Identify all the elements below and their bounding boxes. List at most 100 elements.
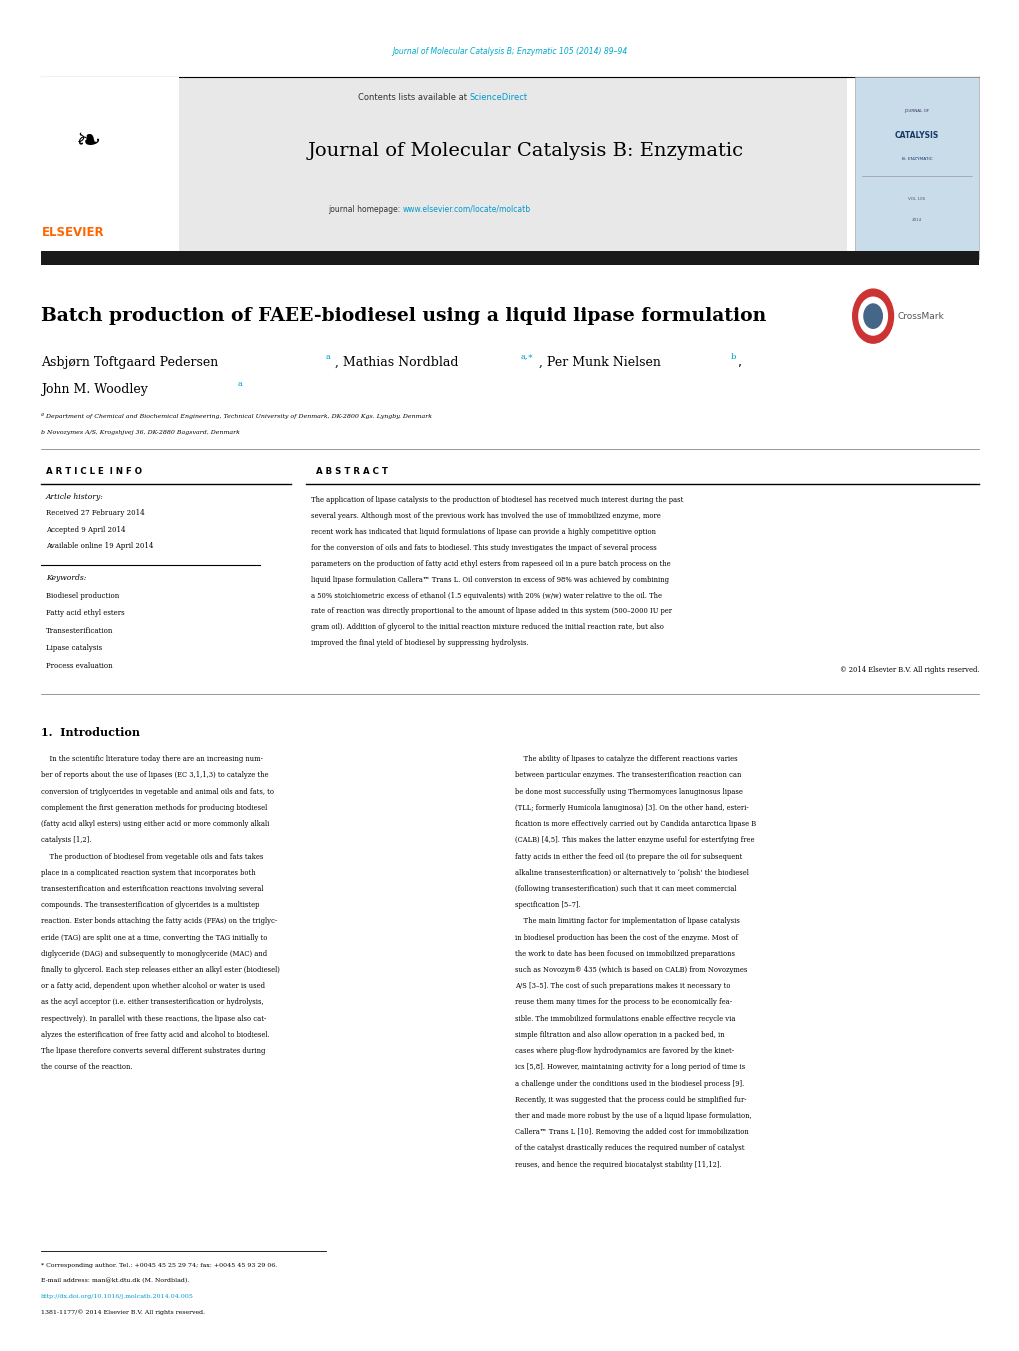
Text: between particular enzymes. The transesterification reaction can: between particular enzymes. The transest… <box>515 771 741 780</box>
Text: John M. Woodley: John M. Woodley <box>41 382 148 396</box>
Text: reaction. Ester bonds attaching the fatty acids (FFAs) on the triglyc-: reaction. Ester bonds attaching the fatt… <box>41 917 276 925</box>
Text: Process evaluation: Process evaluation <box>46 662 112 670</box>
Text: ther and made more robust by the use of a liquid lipase formulation,: ther and made more robust by the use of … <box>515 1112 751 1120</box>
Text: , Per Munk Nielsen: , Per Munk Nielsen <box>538 355 659 369</box>
Text: several years. Although most of the previous work has involved the use of immobi: several years. Although most of the prev… <box>311 512 660 520</box>
Text: The lipase therefore converts several different substrates during: The lipase therefore converts several di… <box>41 1047 265 1055</box>
Text: reuses, and hence the required biocatalyst stability [11,12].: reuses, and hence the required biocataly… <box>515 1161 721 1169</box>
Text: diglyceride (DAG) and subsequently to monoglyceride (MAC) and: diglyceride (DAG) and subsequently to mo… <box>41 950 267 958</box>
Text: compounds. The transesterification of glycerides is a multistep: compounds. The transesterification of gl… <box>41 901 259 909</box>
Text: Callera™ Trans L [10]. Removing the added cost for immobilization: Callera™ Trans L [10]. Removing the adde… <box>515 1128 748 1136</box>
Text: or a fatty acid, dependent upon whether alcohol or water is used: or a fatty acid, dependent upon whether … <box>41 982 265 990</box>
Text: Article history:: Article history: <box>46 493 104 501</box>
Text: recent work has indicated that liquid formulations of lipase can provide a highl: recent work has indicated that liquid fo… <box>311 528 655 536</box>
Text: Received 27 February 2014: Received 27 February 2014 <box>46 509 145 517</box>
Text: Biodiesel production: Biodiesel production <box>46 592 119 600</box>
Text: 2014: 2014 <box>911 219 921 222</box>
Circle shape <box>852 289 893 343</box>
Text: (TLL; formerly Humicola lanuginosa) [3]. On the other hand, esteri-: (TLL; formerly Humicola lanuginosa) [3].… <box>515 804 748 812</box>
Text: Keywords:: Keywords: <box>46 574 87 582</box>
Text: © 2014 Elsevier B.V. All rights reserved.: © 2014 Elsevier B.V. All rights reserved… <box>839 666 978 674</box>
Text: Fatty acid ethyl esters: Fatty acid ethyl esters <box>46 609 124 617</box>
Text: Accepted 9 April 2014: Accepted 9 April 2014 <box>46 526 125 534</box>
Text: Contents lists available at: Contents lists available at <box>358 93 469 101</box>
Text: The production of biodiesel from vegetable oils and fats takes: The production of biodiesel from vegetab… <box>41 852 263 861</box>
Text: Available online 19 April 2014: Available online 19 April 2014 <box>46 542 153 550</box>
Text: sible. The immobilized formulations enable effective recycle via: sible. The immobilized formulations enab… <box>515 1015 735 1023</box>
Text: Recently, it was suggested that the process could be simplified fur-: Recently, it was suggested that the proc… <box>515 1096 746 1104</box>
Text: catalysis [1,2].: catalysis [1,2]. <box>41 836 91 844</box>
Text: a 50% stoichiometric excess of ethanol (1.5 equivalents) with 20% (w/w) water re: a 50% stoichiometric excess of ethanol (… <box>311 592 661 600</box>
Text: of the catalyst drastically reduces the required number of catalyst: of the catalyst drastically reduces the … <box>515 1144 744 1152</box>
Text: alyzes the esterification of free fatty acid and alcohol to biodiesel.: alyzes the esterification of free fatty … <box>41 1031 269 1039</box>
Text: ics [5,8]. However, maintaining activity for a long period of time is: ics [5,8]. However, maintaining activity… <box>515 1063 745 1071</box>
Text: gram oil). Addition of glycerol to the initial reaction mixture reduced the init: gram oil). Addition of glycerol to the i… <box>311 623 663 631</box>
Text: journal homepage:: journal homepage: <box>328 205 403 213</box>
Bar <box>41 77 178 259</box>
Text: improved the final yield of biodiesel by suppressing hydrolysis.: improved the final yield of biodiesel by… <box>311 639 528 647</box>
Text: ELSEVIER: ELSEVIER <box>42 226 105 239</box>
Text: The main limiting factor for implementation of lipase catalysis: The main limiting factor for implementat… <box>515 917 739 925</box>
Text: transesterification and esterification reactions involving several: transesterification and esterification r… <box>41 885 263 893</box>
Text: specification [5–7].: specification [5–7]. <box>515 901 580 909</box>
Text: 1.  Introduction: 1. Introduction <box>41 727 140 738</box>
Text: ber of reports about the use of lipases (EC 3,1,1,3) to catalyze the: ber of reports about the use of lipases … <box>41 771 268 780</box>
Text: The application of lipase catalysis to the production of biodiesel has received : The application of lipase catalysis to t… <box>311 496 683 504</box>
Text: as the acyl acceptor (i.e. either transesterification or hydrolysis,: as the acyl acceptor (i.e. either transe… <box>41 998 263 1006</box>
Text: A R T I C L E  I N F O: A R T I C L E I N F O <box>46 467 142 476</box>
Text: a: a <box>325 353 330 361</box>
Text: for the conversion of oils and fats to biodiesel. This study investigates the im: for the conversion of oils and fats to b… <box>311 543 656 551</box>
Text: Batch production of FAEE-biodiesel using a liquid lipase formulation: Batch production of FAEE-biodiesel using… <box>41 307 765 326</box>
Text: , Mathias Nordblad: , Mathias Nordblad <box>334 355 458 369</box>
Text: ❧: ❧ <box>75 127 102 157</box>
Text: ,: , <box>738 355 742 369</box>
Text: Transesterification: Transesterification <box>46 627 113 635</box>
Text: the course of the reaction.: the course of the reaction. <box>41 1063 132 1071</box>
Text: Journal of Molecular Catalysis B: Enzymatic: Journal of Molecular Catalysis B: Enzyma… <box>307 142 743 161</box>
Text: rate of reaction was directly proportional to the amount of lipase added in this: rate of reaction was directly proportion… <box>311 608 672 616</box>
Text: a,∗: a,∗ <box>520 353 533 361</box>
Text: such as Novozym® 435 (which is based on CALB) from Novozymes: such as Novozym® 435 (which is based on … <box>515 966 747 974</box>
Text: The ability of lipases to catalyze the different reactions varies: The ability of lipases to catalyze the d… <box>515 755 737 763</box>
Text: (CALB) [4,5]. This makes the latter enzyme useful for esterifying free: (CALB) [4,5]. This makes the latter enzy… <box>515 836 754 844</box>
Text: (fatty acid alkyl esters) using either acid or more commonly alkali: (fatty acid alkyl esters) using either a… <box>41 820 269 828</box>
Text: CATALYSIS: CATALYSIS <box>894 131 938 139</box>
Text: in biodiesel production has been the cost of the enzyme. Most of: in biodiesel production has been the cos… <box>515 934 738 942</box>
Text: place in a complicated reaction system that incorporates both: place in a complicated reaction system t… <box>41 869 255 877</box>
Bar <box>41 77 846 259</box>
Text: 1381-1177/© 2014 Elsevier B.V. All rights reserved.: 1381-1177/© 2014 Elsevier B.V. All right… <box>41 1309 205 1315</box>
Text: be done most successfully using Thermomyces lanuginosus lipase: be done most successfully using Thermomy… <box>515 788 742 796</box>
Text: ScienceDirect: ScienceDirect <box>469 93 527 101</box>
Text: E-mail address: man@kt.dtu.dk (M. Nordblad).: E-mail address: man@kt.dtu.dk (M. Nordbl… <box>41 1278 189 1283</box>
Text: finally to glycerol. Each step releases either an alkyl ester (biodiesel): finally to glycerol. Each step releases … <box>41 966 279 974</box>
Text: alkaline transesterification) or alternatively to ‘polish’ the biodiesel: alkaline transesterification) or alterna… <box>515 869 748 877</box>
Text: A B S T R A C T: A B S T R A C T <box>316 467 387 476</box>
Text: simple filtration and also allow operation in a packed bed, in: simple filtration and also allow operati… <box>515 1031 725 1039</box>
Text: www.elsevier.com/locate/molcatb: www.elsevier.com/locate/molcatb <box>403 205 531 213</box>
Text: conversion of triglycerides in vegetable and animal oils and fats, to: conversion of triglycerides in vegetable… <box>41 788 273 796</box>
Text: In the scientific literature today there are an increasing num-: In the scientific literature today there… <box>41 755 263 763</box>
Text: Asbjørn Toftgaard Pedersen: Asbjørn Toftgaard Pedersen <box>41 355 218 369</box>
Text: reuse them many times for the process to be economically fea-: reuse them many times for the process to… <box>515 998 732 1006</box>
Text: a challenge under the conditions used in the biodiesel process [9].: a challenge under the conditions used in… <box>515 1079 744 1088</box>
Text: http://dx.doi.org/10.1016/j.molcatb.2014.04.005: http://dx.doi.org/10.1016/j.molcatb.2014… <box>41 1294 194 1300</box>
Text: eride (TAG) are split one at a time, converting the TAG initially to: eride (TAG) are split one at a time, con… <box>41 934 267 942</box>
Text: fatty acids in either the feed oil (to prepare the oil for subsequent: fatty acids in either the feed oil (to p… <box>515 852 742 861</box>
Text: respectively). In parallel with these reactions, the lipase also cat-: respectively). In parallel with these re… <box>41 1015 266 1023</box>
Circle shape <box>863 304 881 328</box>
Text: b Novozymes A/S, Krogshjvej 36, DK-2880 Bagsvard, Denmark: b Novozymes A/S, Krogshjvej 36, DK-2880 … <box>41 430 239 435</box>
Text: (following transesterification) such that it can meet commercial: (following transesterification) such tha… <box>515 885 736 893</box>
Bar <box>854 77 978 259</box>
Text: liquid lipase formulation Callera™ Trans L. Oil conversion in excess of 98% was : liquid lipase formulation Callera™ Trans… <box>311 576 668 584</box>
Bar <box>41 251 978 265</box>
Text: fication is more effectively carried out by Candida antarctica lipase B: fication is more effectively carried out… <box>515 820 755 828</box>
Text: the work to date has been focused on immobilized preparations: the work to date has been focused on imm… <box>515 950 735 958</box>
Text: B: ENZYMATIC: B: ENZYMATIC <box>901 158 931 161</box>
Text: b: b <box>730 353 735 361</box>
Text: JOURNAL OF: JOURNAL OF <box>904 109 928 112</box>
Text: A/S [3–5]. The cost of such preparations makes it necessary to: A/S [3–5]. The cost of such preparations… <box>515 982 730 990</box>
Text: Journal of Molecular Catalysis B; Enzymatic 105 (2014) 89–94: Journal of Molecular Catalysis B; Enzyma… <box>392 47 627 55</box>
Circle shape <box>858 297 887 335</box>
Text: VOL 105: VOL 105 <box>908 197 924 200</box>
Text: ª Department of Chemical and Biochemical Engineering, Technical University of De: ª Department of Chemical and Biochemical… <box>41 413 431 419</box>
